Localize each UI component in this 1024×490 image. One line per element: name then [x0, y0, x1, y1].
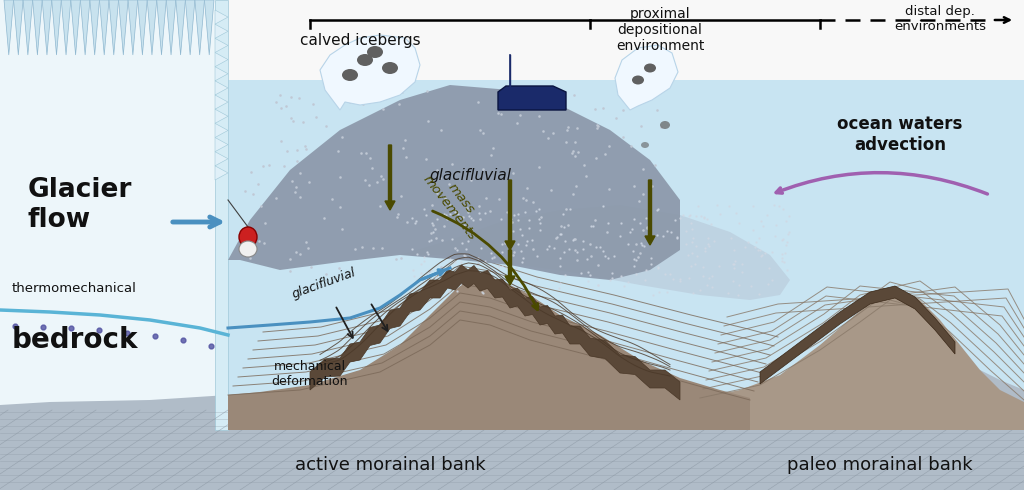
- Polygon shape: [215, 166, 228, 180]
- Polygon shape: [228, 80, 1024, 430]
- Polygon shape: [215, 152, 228, 166]
- Polygon shape: [400, 205, 790, 300]
- Polygon shape: [137, 0, 147, 55]
- Polygon shape: [228, 85, 680, 280]
- Polygon shape: [215, 38, 228, 52]
- Ellipse shape: [641, 142, 649, 148]
- Polygon shape: [310, 265, 680, 400]
- Text: mechanical
deformation: mechanical deformation: [271, 360, 348, 388]
- Polygon shape: [90, 0, 99, 55]
- Polygon shape: [0, 325, 1024, 490]
- Polygon shape: [228, 275, 750, 430]
- Text: paleo morainal bank: paleo morainal bank: [787, 456, 973, 474]
- Polygon shape: [147, 0, 157, 55]
- FancyArrow shape: [645, 180, 655, 245]
- Polygon shape: [319, 35, 420, 110]
- Ellipse shape: [239, 241, 257, 257]
- Text: glacifluvial: glacifluvial: [290, 266, 357, 301]
- Polygon shape: [215, 109, 228, 123]
- Ellipse shape: [357, 54, 373, 66]
- Text: active morainal bank: active morainal bank: [295, 456, 485, 474]
- Polygon shape: [215, 138, 228, 152]
- Polygon shape: [215, 123, 228, 138]
- Ellipse shape: [632, 75, 644, 84]
- Polygon shape: [4, 0, 13, 55]
- Polygon shape: [615, 45, 678, 110]
- Polygon shape: [109, 0, 119, 55]
- Polygon shape: [700, 290, 1024, 430]
- Polygon shape: [215, 67, 228, 81]
- FancyArrow shape: [505, 180, 515, 250]
- Polygon shape: [80, 0, 90, 55]
- Ellipse shape: [342, 69, 358, 81]
- Polygon shape: [99, 0, 109, 55]
- Ellipse shape: [239, 227, 257, 247]
- Polygon shape: [166, 0, 176, 55]
- Polygon shape: [52, 0, 61, 55]
- Ellipse shape: [382, 62, 398, 74]
- Text: glacifluvial: glacifluvial: [429, 168, 511, 183]
- Polygon shape: [760, 286, 955, 384]
- Ellipse shape: [660, 121, 670, 129]
- Polygon shape: [0, 0, 228, 430]
- Polygon shape: [195, 0, 205, 55]
- Polygon shape: [215, 52, 228, 67]
- Polygon shape: [215, 81, 228, 95]
- Polygon shape: [205, 0, 214, 55]
- Polygon shape: [185, 0, 195, 55]
- Text: mass
movements: mass movements: [420, 164, 490, 243]
- Ellipse shape: [367, 46, 383, 58]
- Polygon shape: [61, 0, 71, 55]
- FancyArrow shape: [505, 250, 515, 285]
- Polygon shape: [215, 24, 228, 38]
- FancyArrow shape: [385, 145, 395, 210]
- Polygon shape: [42, 0, 52, 55]
- Polygon shape: [215, 10, 228, 24]
- Polygon shape: [119, 0, 128, 55]
- Polygon shape: [24, 0, 33, 55]
- Text: bedrock: bedrock: [12, 326, 138, 354]
- Polygon shape: [176, 0, 185, 55]
- Text: calved icebergs: calved icebergs: [300, 33, 420, 48]
- Text: distal dep.
environments: distal dep. environments: [894, 5, 986, 33]
- Polygon shape: [498, 86, 566, 110]
- Polygon shape: [215, 0, 228, 430]
- Text: ocean waters
advection: ocean waters advection: [838, 115, 963, 154]
- Polygon shape: [128, 0, 137, 55]
- Text: Glacier
flow: Glacier flow: [28, 177, 132, 233]
- Text: thermomechanical: thermomechanical: [12, 282, 137, 295]
- Polygon shape: [13, 0, 24, 55]
- Ellipse shape: [644, 64, 656, 73]
- Polygon shape: [215, 95, 228, 109]
- Text: proximal
depositional
environment: proximal depositional environment: [615, 6, 705, 53]
- Polygon shape: [33, 0, 42, 55]
- Polygon shape: [157, 0, 166, 55]
- Polygon shape: [71, 0, 80, 55]
